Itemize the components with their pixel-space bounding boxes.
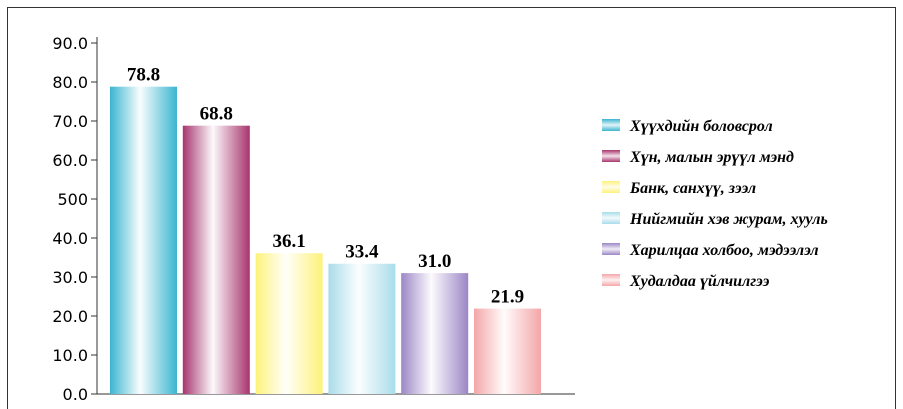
legend-label: Нийгмийн хэв журам, хууль (629, 211, 828, 228)
bar (110, 86, 177, 395)
data-label: 78.8 (127, 65, 160, 86)
data-label-layer: 78.8 68.8 36.1 33.4 31.0 21.9 (127, 65, 524, 308)
axis-layer: 0.0 10.0 20.0 30.0 40.0 500 60.0 70.0 80.0 90.0 (52, 34, 575, 404)
legend-swatch (602, 181, 620, 193)
data-label: 36.1 (272, 231, 305, 252)
legend-label: Хүүхдийн боловсрол (629, 118, 773, 135)
bar (328, 263, 396, 394)
y-tick-label: 30.0 (52, 268, 88, 287)
legend-label: Харилцаа холбоо, мэдээлэл (629, 242, 819, 259)
legend-swatch (602, 212, 620, 224)
y-tick-label: 500 (57, 190, 88, 209)
legend-swatch (602, 274, 620, 286)
bar (255, 253, 323, 394)
legend: Хүүхдийн боловсрол Хүн, малын эрүүл мэнд Б… (602, 118, 828, 290)
legend-swatch (602, 243, 620, 255)
legend-swatch (602, 119, 620, 131)
y-tick-label: 0.0 (63, 385, 88, 404)
y-tick-label: 70.0 (52, 112, 88, 131)
data-label: 21.9 (491, 287, 524, 308)
legend-label: Хүн, малын эрүүл мэнд (629, 149, 794, 166)
legend-swatch (602, 150, 620, 162)
data-label: 31.0 (418, 251, 451, 272)
bar (182, 125, 250, 395)
y-tick-label: 10.0 (52, 346, 88, 365)
y-tick-label: 60.0 (52, 151, 88, 170)
y-tick-label: 20.0 (52, 307, 88, 326)
y-tick-label: 90.0 (52, 34, 88, 53)
bar (474, 308, 541, 394)
y-tick-label: 80.0 (52, 73, 88, 92)
chart-border (7, 7, 896, 409)
bar-layer (110, 86, 541, 395)
legend-label: Банк, санхүү, зээл (629, 180, 756, 197)
bar (401, 273, 469, 394)
y-tick-label: 40.0 (52, 229, 88, 248)
data-label: 68.8 (200, 104, 233, 125)
data-label: 33.4 (345, 242, 379, 263)
legend-label: Худалдаа үйлчилгээ (629, 273, 770, 290)
